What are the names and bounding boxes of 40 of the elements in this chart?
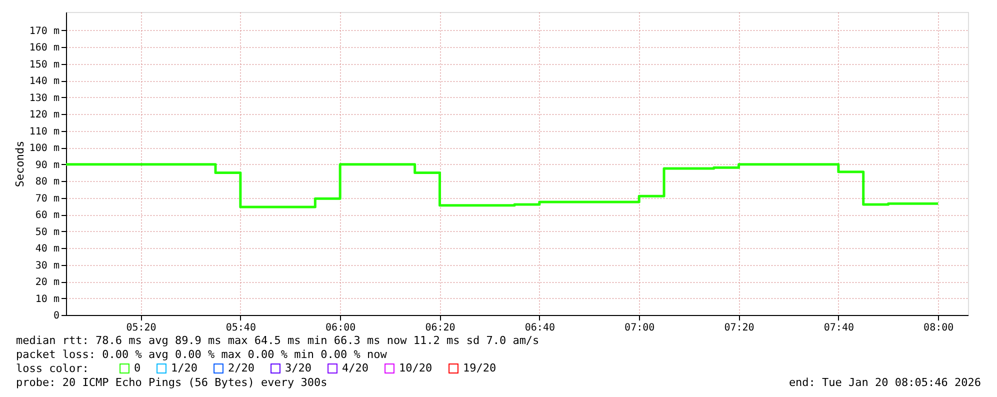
legend-label: 0 bbox=[134, 362, 141, 375]
text: probe: 20 ICMP Echo Pings (56 Bytes) every 300s bbox=[16, 376, 328, 389]
y-tick-label: 170 m bbox=[29, 26, 60, 37]
legend-label: 19/20 bbox=[463, 362, 496, 375]
y-tick-label: 120 m bbox=[29, 110, 60, 121]
y-tick-label: 60 m bbox=[35, 210, 60, 222]
y-tick-label: 10 m bbox=[35, 294, 60, 305]
y-tick-label: 80 m bbox=[35, 176, 60, 188]
text: end: Tue Jan 20 08:05:46 2026 bbox=[788, 376, 981, 389]
y-tick-label: 130 m bbox=[29, 92, 60, 104]
x-tick-label: 06:20 bbox=[425, 322, 456, 334]
y-tick-label: 40 m bbox=[35, 244, 60, 255]
legend-title: loss color: bbox=[16, 362, 89, 375]
x-tick-label: 07:00 bbox=[624, 322, 655, 334]
y-axis-title: Seconds bbox=[13, 140, 26, 188]
x-tick-label: 05:20 bbox=[126, 322, 156, 334]
legend-label: 3/20 bbox=[285, 362, 312, 375]
x-tick-label: 06:00 bbox=[326, 322, 356, 334]
y-tick-label: 50 m bbox=[35, 226, 60, 238]
legend-label: 10/20 bbox=[399, 362, 432, 375]
y-tick-label: 160 m bbox=[29, 42, 60, 54]
y-tick-label: 110 m bbox=[29, 126, 60, 138]
legend-label: 1/20 bbox=[171, 362, 198, 375]
y-tick-label: 70 m bbox=[35, 193, 60, 204]
y-tick-label: 140 m bbox=[29, 76, 60, 88]
x-tick-label: 05:40 bbox=[226, 322, 256, 334]
text: median rtt: 78.6 ms avg 89.9 ms max 64.5 ms min 66.3 ms now 11.2 ms sd 7.0 am/s bbox=[16, 334, 540, 347]
y-tick-label: 30 m bbox=[35, 260, 60, 272]
x-tick-label: 06:40 bbox=[524, 322, 555, 334]
y-tick-label: 100 m bbox=[29, 143, 60, 154]
y-tick-label: 0 bbox=[53, 310, 60, 322]
legend-label: 2/20 bbox=[228, 362, 254, 375]
x-tick-label: 08:00 bbox=[924, 322, 954, 334]
legend-label: 4/20 bbox=[342, 362, 368, 375]
y-tick-label: 150 m bbox=[29, 59, 60, 70]
y-tick-label: 20 m bbox=[35, 277, 60, 288]
x-tick-label: 07:40 bbox=[824, 322, 854, 334]
text: packet loss: 0.00 % avg 0.00 % max 0.00 % min 0.00 % now bbox=[16, 348, 388, 361]
x-tick-label: 07:20 bbox=[724, 322, 754, 334]
y-tick-label: 90 m bbox=[35, 160, 60, 171]
